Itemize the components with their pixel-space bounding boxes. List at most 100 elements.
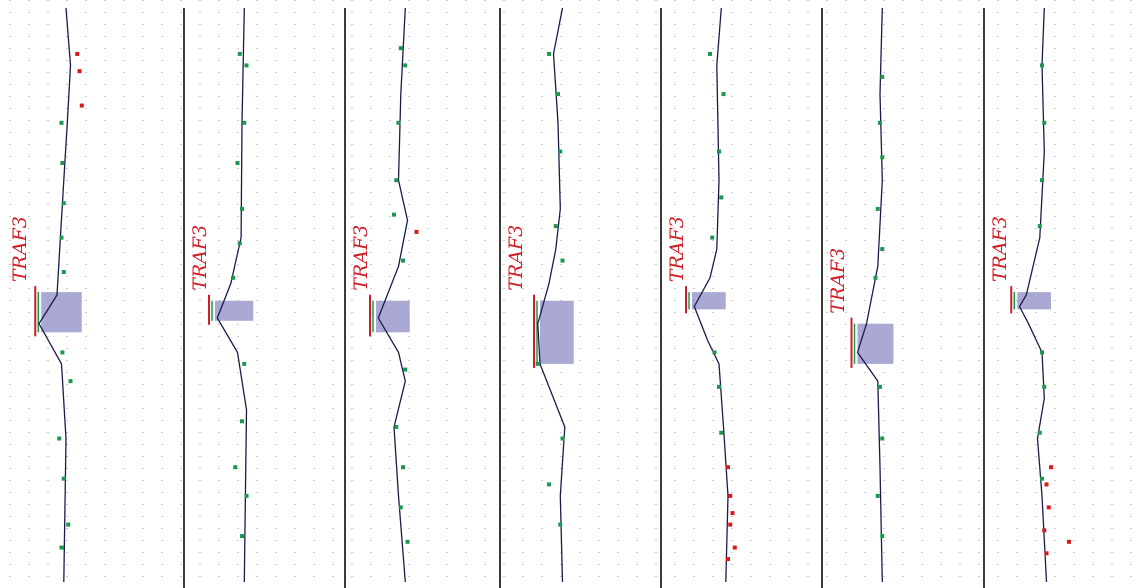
data-point-green: [394, 178, 399, 183]
grid-layer: [9, 0, 1132, 588]
data-point-red: [732, 545, 737, 550]
data-point-red: [728, 493, 733, 498]
data-point-red: [728, 522, 733, 527]
data-point-green: [712, 350, 717, 355]
data-point-green: [244, 63, 249, 68]
data-point-green: [396, 120, 401, 125]
data-point-green: [719, 195, 724, 200]
profile-line: [377, 7, 409, 583]
data-point-green: [560, 436, 565, 441]
highlight-region: [41, 292, 82, 333]
panel-5: TRAF3: [666, 7, 737, 583]
panel-3: TRAF3: [350, 7, 419, 583]
data-point-green: [1040, 63, 1044, 68]
data-point-green: [547, 51, 551, 56]
data-point-green: [61, 201, 66, 206]
data-point-green: [1040, 178, 1044, 183]
data-point-green: [1037, 224, 1042, 229]
data-point-green: [401, 258, 405, 263]
highlight-region: [857, 323, 894, 364]
data-point-green: [240, 206, 244, 211]
gene-label: TRAF3: [827, 248, 849, 314]
data-point-green: [558, 522, 563, 527]
data-point-green: [708, 51, 712, 56]
data-point-red: [726, 557, 730, 562]
data-point-red: [75, 51, 80, 56]
data-point-red: [1042, 528, 1047, 533]
data-point-red: [79, 103, 84, 108]
data-point-red: [726, 465, 730, 470]
data-point-green: [398, 505, 403, 510]
data-point-green: [59, 235, 64, 240]
data-point-green: [553, 224, 558, 229]
data-point-green: [1042, 384, 1047, 389]
data-point-green: [719, 430, 724, 435]
data-point-green: [61, 476, 66, 481]
gene-label: TRAF3: [9, 216, 31, 282]
data-point-green: [66, 522, 71, 527]
data-point-green: [880, 74, 885, 79]
data-point-red: [1046, 505, 1051, 510]
data-point-green: [1042, 120, 1047, 125]
panel-4: TRAF3: [505, 7, 574, 583]
panel-2: TRAF3: [189, 7, 254, 583]
profile-line: [537, 7, 566, 583]
gene-label: TRAF3: [350, 225, 372, 291]
data-point-green: [535, 361, 540, 366]
profile-line: [216, 7, 248, 583]
data-point-green: [59, 545, 64, 550]
data-point-green: [244, 493, 249, 498]
profile-line: [38, 7, 72, 583]
data-point-red: [1044, 482, 1049, 487]
panel-dividers: [183, 8, 985, 588]
data-point-green: [875, 493, 880, 498]
data-point-green: [1040, 476, 1044, 481]
panel-6: TRAF3: [827, 7, 894, 583]
data-point-green: [237, 51, 242, 56]
data-point-green: [1040, 350, 1044, 355]
data-point-green: [60, 160, 65, 165]
data-point-green: [880, 155, 885, 160]
panel-1: TRAF3: [9, 7, 84, 583]
data-point-green: [237, 241, 242, 246]
data-point-green: [403, 367, 408, 372]
data-point-green: [398, 46, 403, 51]
highlight-region: [215, 300, 254, 321]
highlight-region: [540, 300, 574, 364]
data-point-green: [235, 160, 240, 165]
gene-label: TRAF3: [989, 216, 1011, 282]
data-point-green: [1037, 430, 1042, 435]
profile-line: [1018, 7, 1048, 583]
data-point-green: [59, 120, 64, 125]
data-point-green: [547, 482, 551, 487]
data-point-red: [730, 511, 735, 516]
data-point-green: [392, 212, 396, 217]
data-point-green: [240, 534, 244, 539]
data-point-green: [60, 350, 65, 355]
data-point-green: [57, 436, 62, 441]
data-point-green: [875, 206, 880, 211]
data-point-green: [242, 361, 247, 366]
data-point-green: [880, 534, 885, 539]
data-point-green: [873, 275, 878, 280]
data-point-green: [231, 275, 235, 280]
panels: TRAF3 TRAF3 TRAF3 TRAF3 TRAF3 TRAF3 TRAF3: [9, 7, 1071, 583]
data-point-green: [880, 247, 885, 252]
gene-label: TRAF3: [666, 216, 688, 282]
data-point-green: [721, 92, 726, 97]
data-point-red: [77, 69, 82, 74]
data-point-green: [394, 425, 399, 430]
data-point-green: [68, 379, 73, 384]
panel-7: TRAF3: [989, 7, 1071, 583]
data-point-red: [1067, 539, 1071, 544]
data-point-green: [710, 235, 715, 240]
data-point-red: [1049, 465, 1053, 470]
data-point-green: [717, 384, 721, 389]
data-point-red: [414, 229, 419, 234]
data-point-green: [401, 465, 405, 470]
profile-line: [693, 7, 729, 583]
data-point-green: [560, 258, 565, 263]
data-point-green: [880, 436, 885, 441]
data-point-green: [717, 149, 721, 154]
